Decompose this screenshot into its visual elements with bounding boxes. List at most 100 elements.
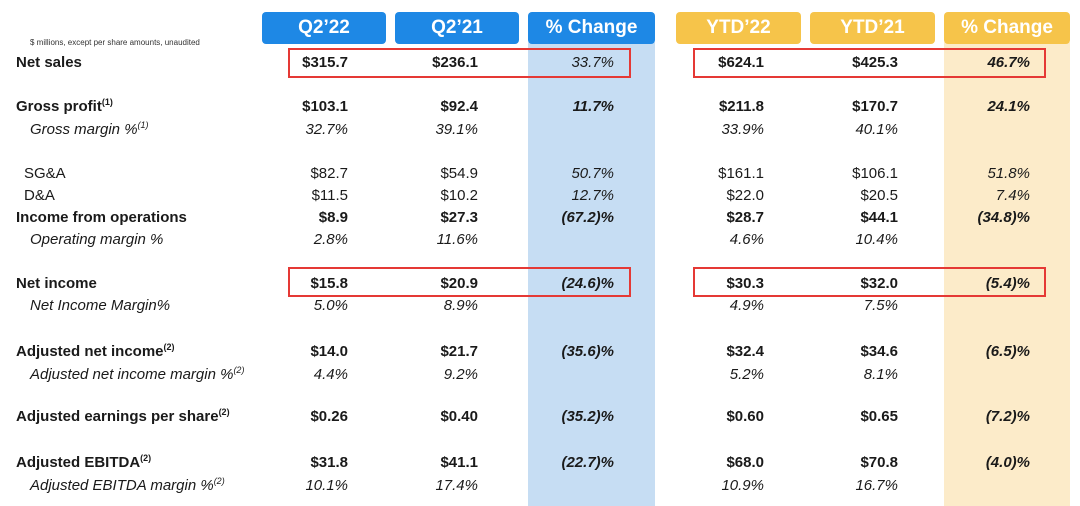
- table-row: Adjusted EBITDA(2) $31.8 $41.1 (22.7)% $…: [0, 452, 1080, 474]
- quarter-change-value: (35.6)%: [561, 343, 614, 360]
- q2-22-value: $315.7: [302, 54, 348, 71]
- row-label: Net sales: [16, 54, 82, 71]
- ytd-21-value: 40.1%: [855, 121, 898, 138]
- q2-21-value: $10.2: [440, 187, 478, 204]
- row-label: Adjusted EBITDA(2): [16, 453, 152, 472]
- ytd-22-value: $624.1: [718, 54, 764, 71]
- row-label: Adjusted net income(2): [16, 342, 175, 361]
- table-row: Gross profit(1) $103.1 $92.4 11.7% $211.…: [0, 96, 1080, 118]
- ytd-22-value: $22.0: [726, 187, 764, 204]
- ytd-21-value: $20.5: [860, 187, 898, 204]
- q2-22-value: $82.7: [310, 165, 348, 182]
- quarter-change-column-bg: [528, 42, 655, 506]
- q2-22-value: $15.8: [310, 275, 348, 292]
- footnote-marker: (1): [137, 120, 149, 130]
- q2-21-value: $20.9: [440, 275, 478, 292]
- table-row: Adjusted earnings per share(2) $0.26 $0.…: [0, 406, 1080, 428]
- units-note: $ millions, except per share amounts, un…: [30, 38, 200, 47]
- ytd-21-value: $70.8: [860, 454, 898, 471]
- ytd-22-value: $28.7: [726, 209, 764, 226]
- row-label: Net Income Margin%: [30, 297, 171, 314]
- q2-21-value: $0.40: [440, 408, 478, 425]
- row-label: Gross profit(1): [16, 97, 113, 116]
- footnote-marker: (2): [213, 476, 225, 486]
- table-row: SG&A $82.7 $54.9 50.7% $161.1 $106.1 51.…: [0, 163, 1080, 185]
- ytd-21-value: $44.1: [860, 209, 898, 226]
- footnote-marker: (2): [163, 342, 175, 352]
- table-row: Adjusted net income margin %(2) 4.4% 9.2…: [0, 364, 1080, 386]
- ytd-change-value: 7.4%: [995, 187, 1030, 204]
- ytd-22-value: 33.9%: [721, 121, 764, 138]
- q2-22-value: 4.4%: [313, 366, 348, 383]
- ytd-change-column-bg: [944, 42, 1070, 506]
- ytd-change-value: (7.2)%: [985, 408, 1030, 425]
- ytd-21-value: $34.6: [860, 343, 898, 360]
- header-quarter-change: % Change: [528, 12, 655, 44]
- ytd-change-value: (34.8)%: [977, 209, 1030, 226]
- ytd-21-value: $425.3: [852, 54, 898, 71]
- net-sales-quarter-highlight: [288, 48, 631, 78]
- q2-22-value: 32.7%: [305, 121, 348, 138]
- ytd-21-value: $170.7: [852, 98, 898, 115]
- ytd-change-value: 46.7%: [987, 54, 1030, 71]
- net-sales-ytd-highlight: [693, 48, 1046, 78]
- q2-22-value: $11.5: [311, 187, 348, 204]
- q2-22-value: 2.8%: [313, 231, 348, 248]
- ytd-change-value: (4.0)%: [985, 454, 1030, 471]
- table-row: Gross margin %(1) 32.7% 39.1% 33.9% 40.1…: [0, 119, 1080, 141]
- row-label: Gross margin %(1): [30, 120, 149, 139]
- ytd-21-value: $0.65: [860, 408, 898, 425]
- quarter-change-value: 11.7%: [572, 98, 614, 115]
- ytd-22-value: $30.3: [726, 275, 764, 292]
- ytd-22-value: 10.9%: [721, 477, 764, 494]
- q2-22-value: $8.9: [318, 209, 348, 226]
- q2-22-value: $0.26: [310, 408, 348, 425]
- ytd-change-value: (6.5)%: [985, 343, 1030, 360]
- table-row: Income from operations $8.9 $27.3 (67.2)…: [0, 207, 1080, 229]
- ytd-21-value: 16.7%: [855, 477, 898, 494]
- row-label: Adjusted earnings per share(2): [16, 407, 230, 426]
- quarter-change-value: 33.7%: [571, 54, 614, 71]
- q2-21-value: $41.1: [440, 454, 478, 471]
- quarter-change-value: (35.2)%: [561, 408, 614, 425]
- ytd-22-value: 4.6%: [729, 231, 764, 248]
- ytd-21-value: 10.4%: [855, 231, 898, 248]
- footnote-marker: (1): [101, 97, 113, 107]
- q2-22-value: $103.1: [302, 98, 348, 115]
- ytd-21-value: 7.5%: [863, 297, 898, 314]
- row-label: Income from operations: [16, 209, 187, 226]
- q2-21-value: 11.6%: [436, 231, 478, 248]
- q2-21-value: 39.1%: [435, 121, 478, 138]
- ytd-22-value: 4.9%: [729, 297, 764, 314]
- row-label: D&A: [24, 187, 55, 204]
- ytd-22-value: $0.60: [726, 408, 764, 425]
- header-ytd-22: YTD’22: [676, 12, 801, 44]
- ytd-change-value: 24.1%: [987, 98, 1030, 115]
- table-row: Net sales $315.7 $236.1 33.7% $624.1 $42…: [0, 52, 1080, 74]
- quarter-change-value: 50.7%: [571, 165, 614, 182]
- net-income-ytd-highlight: [693, 267, 1046, 297]
- ytd-22-value: $32.4: [726, 343, 764, 360]
- ytd-21-value: 8.1%: [863, 366, 898, 383]
- row-label: SG&A: [24, 165, 66, 182]
- quarter-change-value: (24.6)%: [561, 275, 614, 292]
- q2-21-value: $21.7: [440, 343, 478, 360]
- q2-21-value: $92.4: [440, 98, 478, 115]
- table-row: Adjusted EBITDA margin %(2) 10.1% 17.4% …: [0, 475, 1080, 497]
- q2-21-value: 8.9%: [443, 297, 478, 314]
- ytd-22-value: $211.8: [718, 98, 764, 115]
- ytd-change-value: 51.8%: [987, 165, 1030, 182]
- q2-21-value: $27.3: [440, 209, 478, 226]
- ytd-21-value: $32.0: [860, 275, 898, 292]
- q2-21-value: $54.9: [440, 165, 478, 182]
- header-q2-22: Q2’22: [262, 12, 386, 44]
- q2-21-value: 9.2%: [443, 366, 478, 383]
- ytd-change-value: (5.4)%: [985, 275, 1030, 292]
- q2-21-value: 17.4%: [435, 477, 478, 494]
- q2-22-value: $14.0: [310, 343, 348, 360]
- table-row: Operating margin % 2.8% 11.6% 4.6% 10.4%: [0, 229, 1080, 251]
- footnote-marker: (2): [233, 365, 245, 375]
- net-income-quarter-highlight: [288, 267, 631, 297]
- table-row: Net Income Margin% 5.0% 8.9% 4.9% 7.5%: [0, 295, 1080, 317]
